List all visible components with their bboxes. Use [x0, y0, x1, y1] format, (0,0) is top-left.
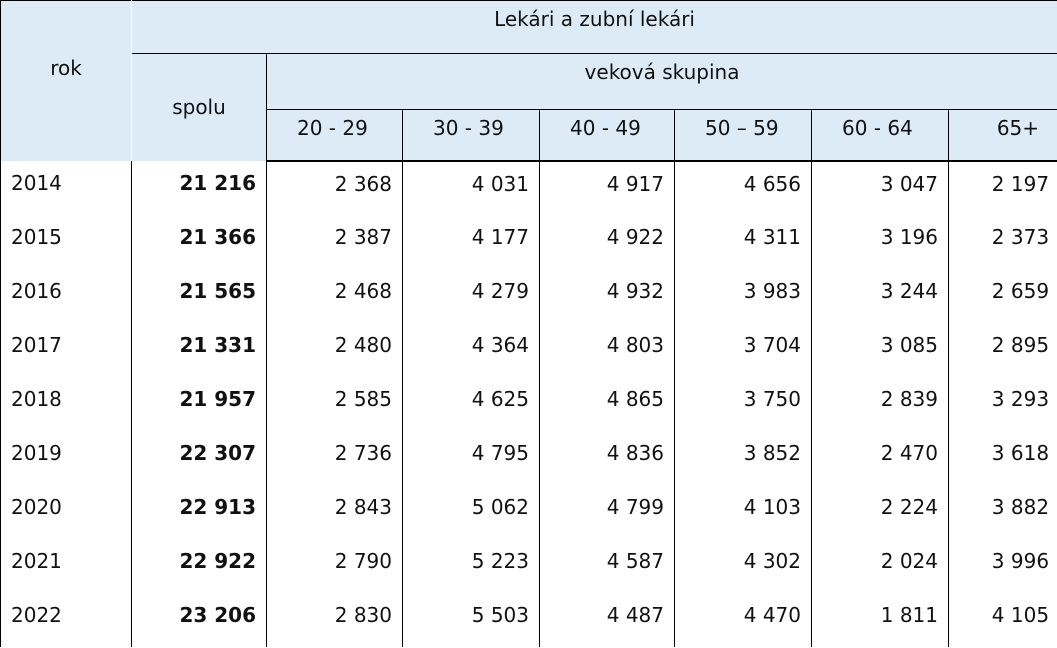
cell-age-value: 4 302 — [674, 538, 812, 593]
cell-age-value: 2 468 — [266, 268, 403, 323]
cell-age-value: 2 224 — [811, 484, 949, 539]
cell-age-value: 4 103 — [674, 484, 812, 539]
cell-year: 2015 — [0, 214, 132, 269]
cell-age-value: 3 983 — [674, 268, 812, 323]
cell-age-value: 3 047 — [811, 160, 949, 215]
cell-age-value: 2 736 — [266, 430, 403, 485]
cell-year: 2020 — [0, 484, 132, 539]
cell-year: 2014 — [0, 160, 132, 215]
cell-age-value: 4 105 — [948, 592, 1057, 647]
cell-age-value: 2 895 — [948, 322, 1057, 377]
cell-age-value: 3 085 — [811, 322, 949, 377]
cell-age-value: 2 024 — [811, 538, 949, 593]
cell-age-value: 3 293 — [948, 376, 1057, 431]
cell-age-value: 4 803 — [539, 322, 675, 377]
cell-total: 21 216 — [131, 160, 267, 215]
cell-age-value: 5 503 — [402, 592, 540, 647]
cell-age-value: 5 223 — [402, 538, 540, 593]
column-header-age-40-49: 40 - 49 — [539, 109, 675, 162]
cell-age-value: 2 373 — [948, 214, 1057, 269]
cell-age-value: 2 585 — [266, 376, 403, 431]
cell-age-value: 4 656 — [674, 160, 812, 215]
cell-age-value: 4 799 — [539, 484, 675, 539]
cell-age-value: 4 177 — [402, 214, 540, 269]
cell-age-value: 4 470 — [674, 592, 812, 647]
cell-age-value: 2 830 — [266, 592, 403, 647]
cell-age-value: 4 364 — [402, 322, 540, 377]
table-row: 2022 23 206 2 830 5 503 4 487 4 470 1 811 4 105 — [0, 592, 1057, 647]
cell-age-value: 2 368 — [266, 160, 403, 215]
cell-age-value: 3 996 — [948, 538, 1057, 593]
cell-age-value: 4 922 — [539, 214, 675, 269]
cell-age-value: 1 811 — [811, 592, 949, 647]
cell-age-value: 3 196 — [811, 214, 949, 269]
cell-age-value: 5 062 — [402, 484, 540, 539]
cell-age-value: 2 839 — [811, 376, 949, 431]
column-header-spolu: spolu — [131, 53, 267, 161]
table-row: 2016 21 565 2 468 4 279 4 932 3 983 3 244 2 659 — [0, 268, 1057, 323]
cell-age-value: 4 836 — [539, 430, 675, 485]
table-row: 2018 21 957 2 585 4 625 4 865 3 750 2 839 3 293 — [0, 376, 1057, 431]
cell-year: 2016 — [0, 268, 132, 323]
cell-total: 22 913 — [131, 484, 267, 539]
cell-age-value: 2 790 — [266, 538, 403, 593]
column-header-rok: rok — [0, 0, 132, 161]
cell-age-value: 3 852 — [674, 430, 812, 485]
table-row: 2019 22 307 2 736 4 795 4 836 3 852 2 470 3 618 — [0, 430, 1057, 485]
cell-age-value: 3 882 — [948, 484, 1057, 539]
table-row: 2021 22 922 2 790 5 223 4 587 4 302 2 024 3 996 — [0, 538, 1057, 593]
cell-age-value: 2 197 — [948, 160, 1057, 215]
table-row: 2014 21 216 2 368 4 031 4 917 4 656 3 047 2 197 — [0, 160, 1057, 215]
cell-age-value: 2 480 — [266, 322, 403, 377]
cell-age-value: 3 704 — [674, 322, 812, 377]
cell-total: 22 922 — [131, 538, 267, 593]
table-row: 2020 22 913 2 843 5 062 4 799 4 103 2 224 3 882 — [0, 484, 1057, 539]
cell-total: 21 331 — [131, 322, 267, 377]
cell-year: 2019 — [0, 430, 132, 485]
cell-age-value: 4 932 — [539, 268, 675, 323]
cell-age-value: 4 917 — [539, 160, 675, 215]
column-header-age-50-59: 50 – 59 — [674, 109, 812, 162]
cell-age-value: 4 865 — [539, 376, 675, 431]
table-row: 2017 21 331 2 480 4 364 4 803 3 704 3 085 2 895 — [0, 322, 1057, 377]
cell-age-value: 4 279 — [402, 268, 540, 323]
cell-age-value: 2 387 — [266, 214, 403, 269]
cell-total: 21 366 — [131, 214, 267, 269]
cell-age-value: 2 843 — [266, 484, 403, 539]
cell-age-value: 4 795 — [402, 430, 540, 485]
cell-age-value: 3 244 — [811, 268, 949, 323]
cell-age-value: 2 659 — [948, 268, 1057, 323]
table-title: Lekári a zubní lekári — [131, 0, 1057, 54]
cell-age-value: 2 470 — [811, 430, 949, 485]
column-header-age-60-64: 60 - 64 — [811, 109, 949, 162]
cell-age-value: 3 750 — [674, 376, 812, 431]
column-header-age-65-plus: 65+ — [948, 109, 1057, 162]
table-row: 2015 21 366 2 387 4 177 4 922 4 311 3 196 2 373 — [0, 214, 1057, 269]
cell-year: 2017 — [0, 322, 132, 377]
cell-age-value: 4 487 — [539, 592, 675, 647]
cell-total: 21 957 — [131, 376, 267, 431]
cell-age-value: 4 031 — [402, 160, 540, 215]
cell-age-value: 3 618 — [948, 430, 1057, 485]
cell-total: 21 565 — [131, 268, 267, 323]
column-header-age-20-29: 20 - 29 — [266, 109, 403, 162]
cell-total: 23 206 — [131, 592, 267, 647]
table-body: 2014 21 216 2 368 4 031 4 917 4 656 3 047 2 197… — [0, 160, 1057, 647]
cell-total: 22 307 — [131, 430, 267, 485]
cell-age-value: 4 587 — [539, 538, 675, 593]
table-header: rok Lekári a zubní lekári spolu veková s… — [0, 0, 1057, 162]
cell-year: 2022 — [0, 592, 132, 647]
column-header-age-30-39: 30 - 39 — [402, 109, 540, 162]
column-header-age-group: veková skupina — [266, 53, 1057, 110]
cell-year: 2021 — [0, 538, 132, 593]
cell-age-value: 4 625 — [402, 376, 540, 431]
cell-age-value: 4 311 — [674, 214, 812, 269]
cell-year: 2018 — [0, 376, 132, 431]
